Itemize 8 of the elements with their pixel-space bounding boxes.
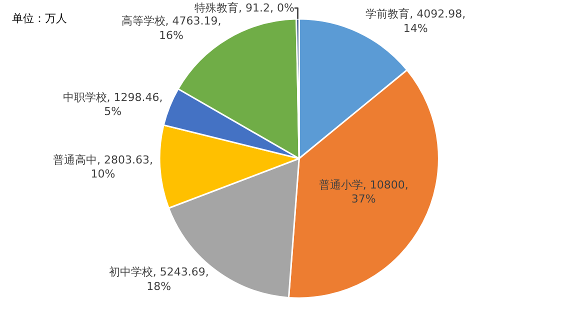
slice-label: 高等学校, 4763.19, 16% xyxy=(121,14,222,42)
text: 单位：万人 xyxy=(12,12,67,25)
slice-label: 普通小学, 10800, 37% xyxy=(318,178,408,206)
slice-label: 中职学校, 1298.46, 5% xyxy=(62,90,163,118)
slice-label: 普通高中, 2803.63, 10% xyxy=(52,153,153,181)
slice-label: 初中学校, 5243.69, 18% xyxy=(108,265,209,293)
slice-label: 特殊教育, 91.2, 0% xyxy=(194,2,294,15)
slice-label: 学前教育, 4092.98, 14% xyxy=(366,8,466,35)
